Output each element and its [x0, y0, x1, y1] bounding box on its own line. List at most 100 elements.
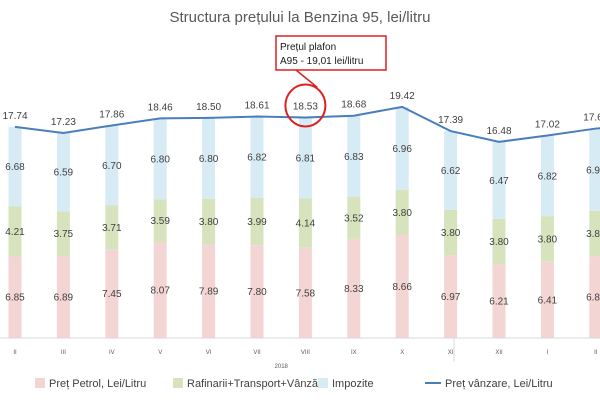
value-label-bottom: 7.45 — [102, 289, 122, 300]
bar-segment-1 — [589, 256, 600, 338]
value-label-top: 6.59 — [54, 168, 74, 179]
bar-segment-1 — [250, 245, 264, 338]
line-value-label: 18.61 — [244, 101, 269, 112]
value-label-bottom: 7.80 — [247, 287, 267, 298]
value-label-bottom: 6.97 — [441, 292, 461, 303]
value-label-middle: 3.80 — [441, 228, 461, 239]
value-label-top: 6.68 — [5, 162, 25, 173]
value-label-top: 6.91 — [586, 165, 600, 176]
value-label-bottom: 6.41 — [538, 295, 558, 306]
line-value-label: 17.86 — [99, 109, 124, 120]
x-tick-label: VI — [206, 350, 212, 356]
legend-label: Preț Petrol, Lei/Litru — [49, 378, 146, 390]
bar-segment-2 — [56, 211, 70, 257]
value-label-middle: 3.99 — [247, 217, 267, 228]
x-tick-label: XII — [495, 350, 503, 356]
value-label-bottom: 8.66 — [392, 282, 412, 293]
x-tick-label: III — [61, 350, 66, 356]
bar-segment-3 — [105, 125, 119, 206]
legend-label: Impozite — [332, 378, 374, 390]
line-value-label: 17.23 — [51, 117, 76, 128]
annotation-value: A95 - 19,01 lei/litru — [280, 56, 363, 67]
x-tick-label: VII — [253, 350, 261, 356]
line-value-label: 18.53 — [293, 101, 318, 112]
x-tick-label: XI — [448, 350, 454, 356]
line-value-label: 18.46 — [148, 102, 173, 113]
value-label-top: 6.82 — [538, 171, 558, 182]
bar-segment-3 — [589, 128, 600, 211]
bar-segment-2 — [589, 210, 600, 257]
bar-segment-1 — [395, 234, 409, 338]
value-label-top: 6.80 — [199, 154, 219, 165]
bar-segment-3 — [298, 117, 312, 199]
value-label-bottom: 7.58 — [296, 288, 316, 299]
value-label-top: 6.96 — [392, 144, 412, 155]
value-label-middle: 4.14 — [296, 219, 316, 230]
bar-segment-1 — [56, 256, 70, 338]
value-label-middle: 4.21 — [5, 227, 25, 238]
value-label-top: 6.81 — [296, 154, 316, 165]
value-label-bottom: 8.07 — [150, 285, 170, 296]
value-label-middle: 3.80 — [586, 229, 600, 240]
x-tick-label: I — [547, 350, 549, 356]
annotation-connector — [295, 69, 318, 89]
value-label-top: 6.62 — [441, 166, 461, 177]
value-label-bottom: 6.21 — [489, 297, 509, 308]
chart-title: Structura prețului la Benzina 95, lei/li… — [170, 9, 431, 26]
x-tick-label: VIII — [301, 350, 310, 356]
bar-segment-2 — [492, 218, 506, 265]
bar-segment-3 — [492, 141, 506, 219]
x-tick-label: II — [594, 350, 598, 356]
legend-label: Preț vânzare, Lei/Litru — [445, 378, 553, 390]
bar-segment-2 — [444, 209, 458, 256]
value-label-middle: 3.80 — [538, 235, 558, 246]
legend-swatch — [173, 378, 183, 388]
line-value-label: 17.39 — [438, 115, 463, 126]
value-label-top: 6.70 — [102, 161, 122, 172]
year-label: 2018 — [275, 364, 289, 370]
line-value-label: 17.60 — [583, 113, 600, 124]
bar-segment-3 — [153, 118, 167, 200]
annotation-box — [275, 35, 387, 71]
value-label-bottom: 6.85 — [5, 293, 25, 304]
value-label-top: 6.80 — [150, 154, 170, 165]
bar-segment-2 — [105, 205, 119, 250]
value-label-middle: 3.80 — [489, 237, 509, 248]
bar-segment-2 — [540, 216, 554, 262]
value-label-middle: 3.80 — [392, 208, 412, 219]
value-label-top: 6.82 — [247, 153, 267, 164]
line-value-label: 18.50 — [196, 102, 221, 113]
bar-segment-1 — [298, 247, 312, 338]
value-label-top: 6.47 — [489, 176, 509, 187]
bar-segment-1 — [492, 264, 506, 338]
bar-segment-2 — [153, 199, 167, 242]
bar-segment-2 — [395, 189, 409, 235]
value-label-middle: 3.52 — [344, 213, 364, 224]
legend-swatch — [35, 378, 45, 388]
x-tick-label: X — [400, 350, 404, 356]
bar-segment-2 — [202, 198, 216, 245]
legend-label: Rafinarii+Transport+Vânzări — [187, 378, 324, 390]
line-value-label: 17.02 — [535, 119, 560, 130]
bar-segment-3 — [202, 117, 216, 199]
bar-segment-1 — [347, 238, 361, 338]
x-tick-label: II — [13, 350, 17, 356]
value-label-bottom: 6.89 — [54, 293, 74, 304]
legend: Preț Petrol, Lei/Litru Rafinarii+Transpor… — [35, 378, 553, 390]
line-value-label: 17.74 — [2, 111, 27, 122]
bar-segment-3 — [56, 132, 70, 212]
bar-segment-1 — [444, 255, 458, 338]
bar-segment-3 — [347, 115, 361, 197]
value-label-middle: 3.80 — [199, 217, 219, 228]
line-value-label: 16.48 — [486, 126, 511, 137]
x-tick-label: IX — [351, 350, 357, 356]
value-label-bottom: 7.89 — [199, 287, 219, 298]
x-tick-label: V — [158, 350, 162, 356]
bar-segment-1 — [105, 249, 119, 338]
value-label-middle: 3.59 — [150, 216, 170, 227]
bar-segment-1 — [540, 261, 554, 338]
bar-segment-3 — [540, 135, 554, 217]
x-tick-label: IV — [109, 350, 115, 356]
value-label-top: 6.83 — [344, 152, 364, 163]
